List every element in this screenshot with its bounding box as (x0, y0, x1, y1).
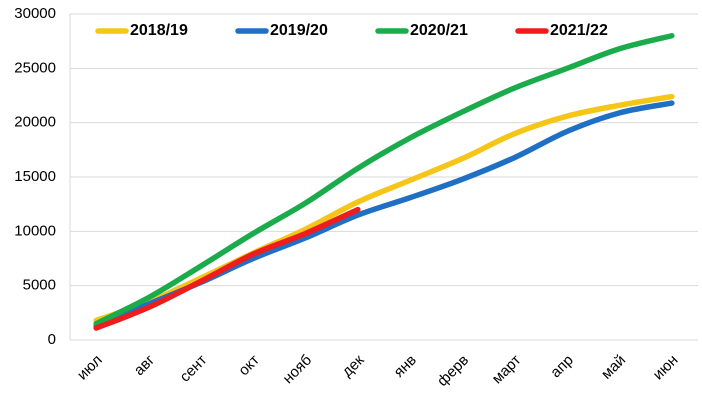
x-tick-label: окт (235, 352, 263, 380)
x-tick-label: дек (339, 351, 368, 380)
x-tick-label: июн (650, 352, 682, 384)
x-tick-label: сент (177, 352, 211, 386)
legend-label: 2021/22 (550, 22, 608, 39)
legend-label: 2018/19 (130, 22, 188, 39)
x-tick-label: июл (74, 352, 106, 384)
series-line (93, 32, 675, 327)
y-tick-label: 15000 (14, 168, 56, 185)
legend-label: 2019/20 (270, 22, 328, 39)
legend-label: 2020/21 (410, 22, 468, 39)
y-tick-label: 25000 (14, 59, 56, 76)
x-tick-label: авг (131, 351, 159, 379)
x-tick-label: апр (547, 352, 577, 382)
series-line (93, 206, 361, 331)
y-tick-label: 20000 (14, 114, 56, 131)
x-tick-label: май (598, 352, 629, 383)
x-tick-label: ферв (434, 352, 472, 390)
y-tick-label: 10000 (14, 222, 56, 239)
x-tick-label: март (489, 352, 525, 388)
x-tick-label: янв (391, 352, 420, 381)
x-tick-label: нояб (280, 352, 316, 388)
series-line (93, 93, 675, 324)
y-tick-label: 5000 (23, 277, 56, 294)
y-tick-label: 30000 (14, 5, 56, 22)
y-tick-label: 0 (48, 331, 56, 348)
